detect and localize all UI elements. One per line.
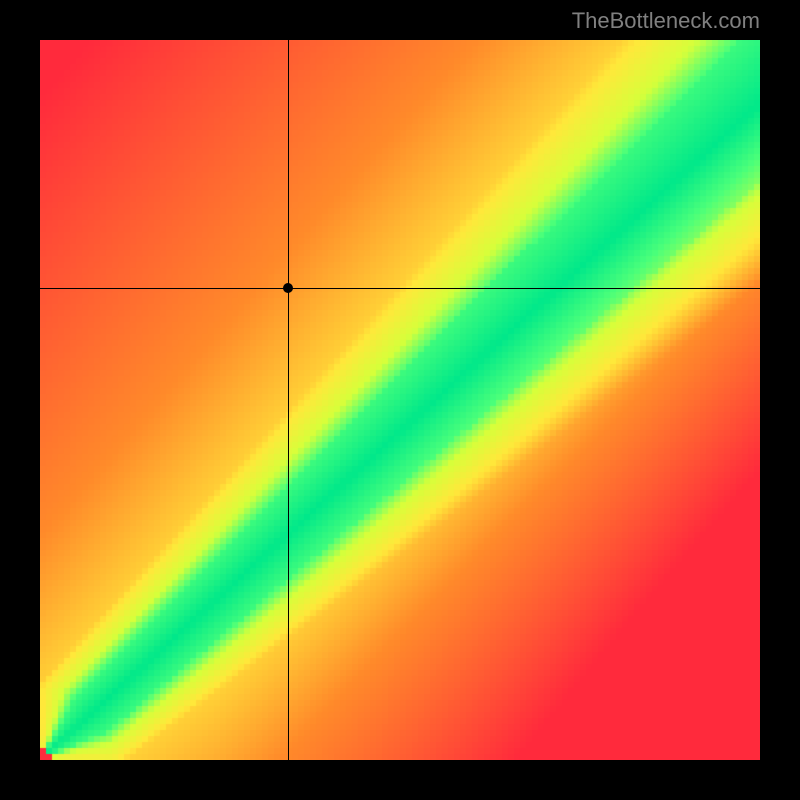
crosshair-vertical <box>288 40 289 760</box>
watermark-text: TheBottleneck.com <box>572 8 760 34</box>
bottleneck-heatmap <box>40 40 760 760</box>
plot-area <box>40 40 760 760</box>
selected-point <box>283 283 293 293</box>
crosshair-horizontal <box>40 288 760 289</box>
